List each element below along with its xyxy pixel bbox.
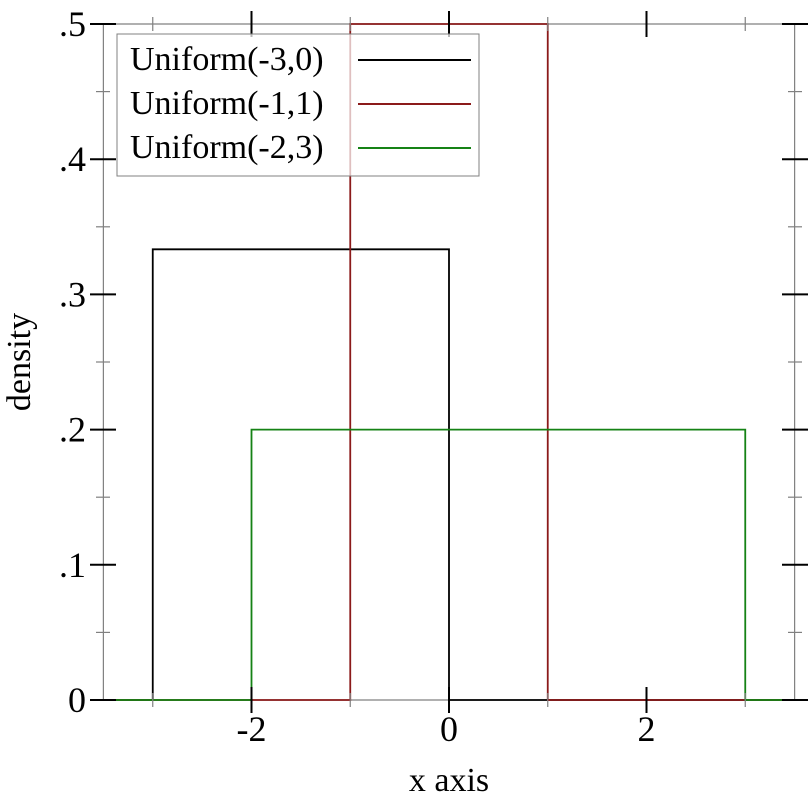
svg-text:Uniform(-3,0): Uniform(-3,0) bbox=[130, 41, 324, 78]
svg-text:Uniform(-2,3): Uniform(-2,3) bbox=[130, 129, 324, 166]
svg-text:.2: .2 bbox=[59, 410, 86, 450]
svg-text:.5: .5 bbox=[59, 4, 86, 44]
svg-text:.1: .1 bbox=[59, 545, 86, 585]
svg-text:.3: .3 bbox=[59, 274, 86, 314]
svg-text:Uniform(-1,1): Uniform(-1,1) bbox=[130, 85, 324, 122]
svg-text:0: 0 bbox=[440, 709, 458, 749]
svg-text:0: 0 bbox=[68, 680, 86, 720]
svg-text:x axis: x axis bbox=[409, 762, 489, 799]
svg-text:2: 2 bbox=[638, 709, 656, 749]
svg-text:.4: .4 bbox=[59, 139, 86, 179]
svg-text:density: density bbox=[1, 313, 38, 411]
svg-text:-2: -2 bbox=[237, 709, 267, 749]
